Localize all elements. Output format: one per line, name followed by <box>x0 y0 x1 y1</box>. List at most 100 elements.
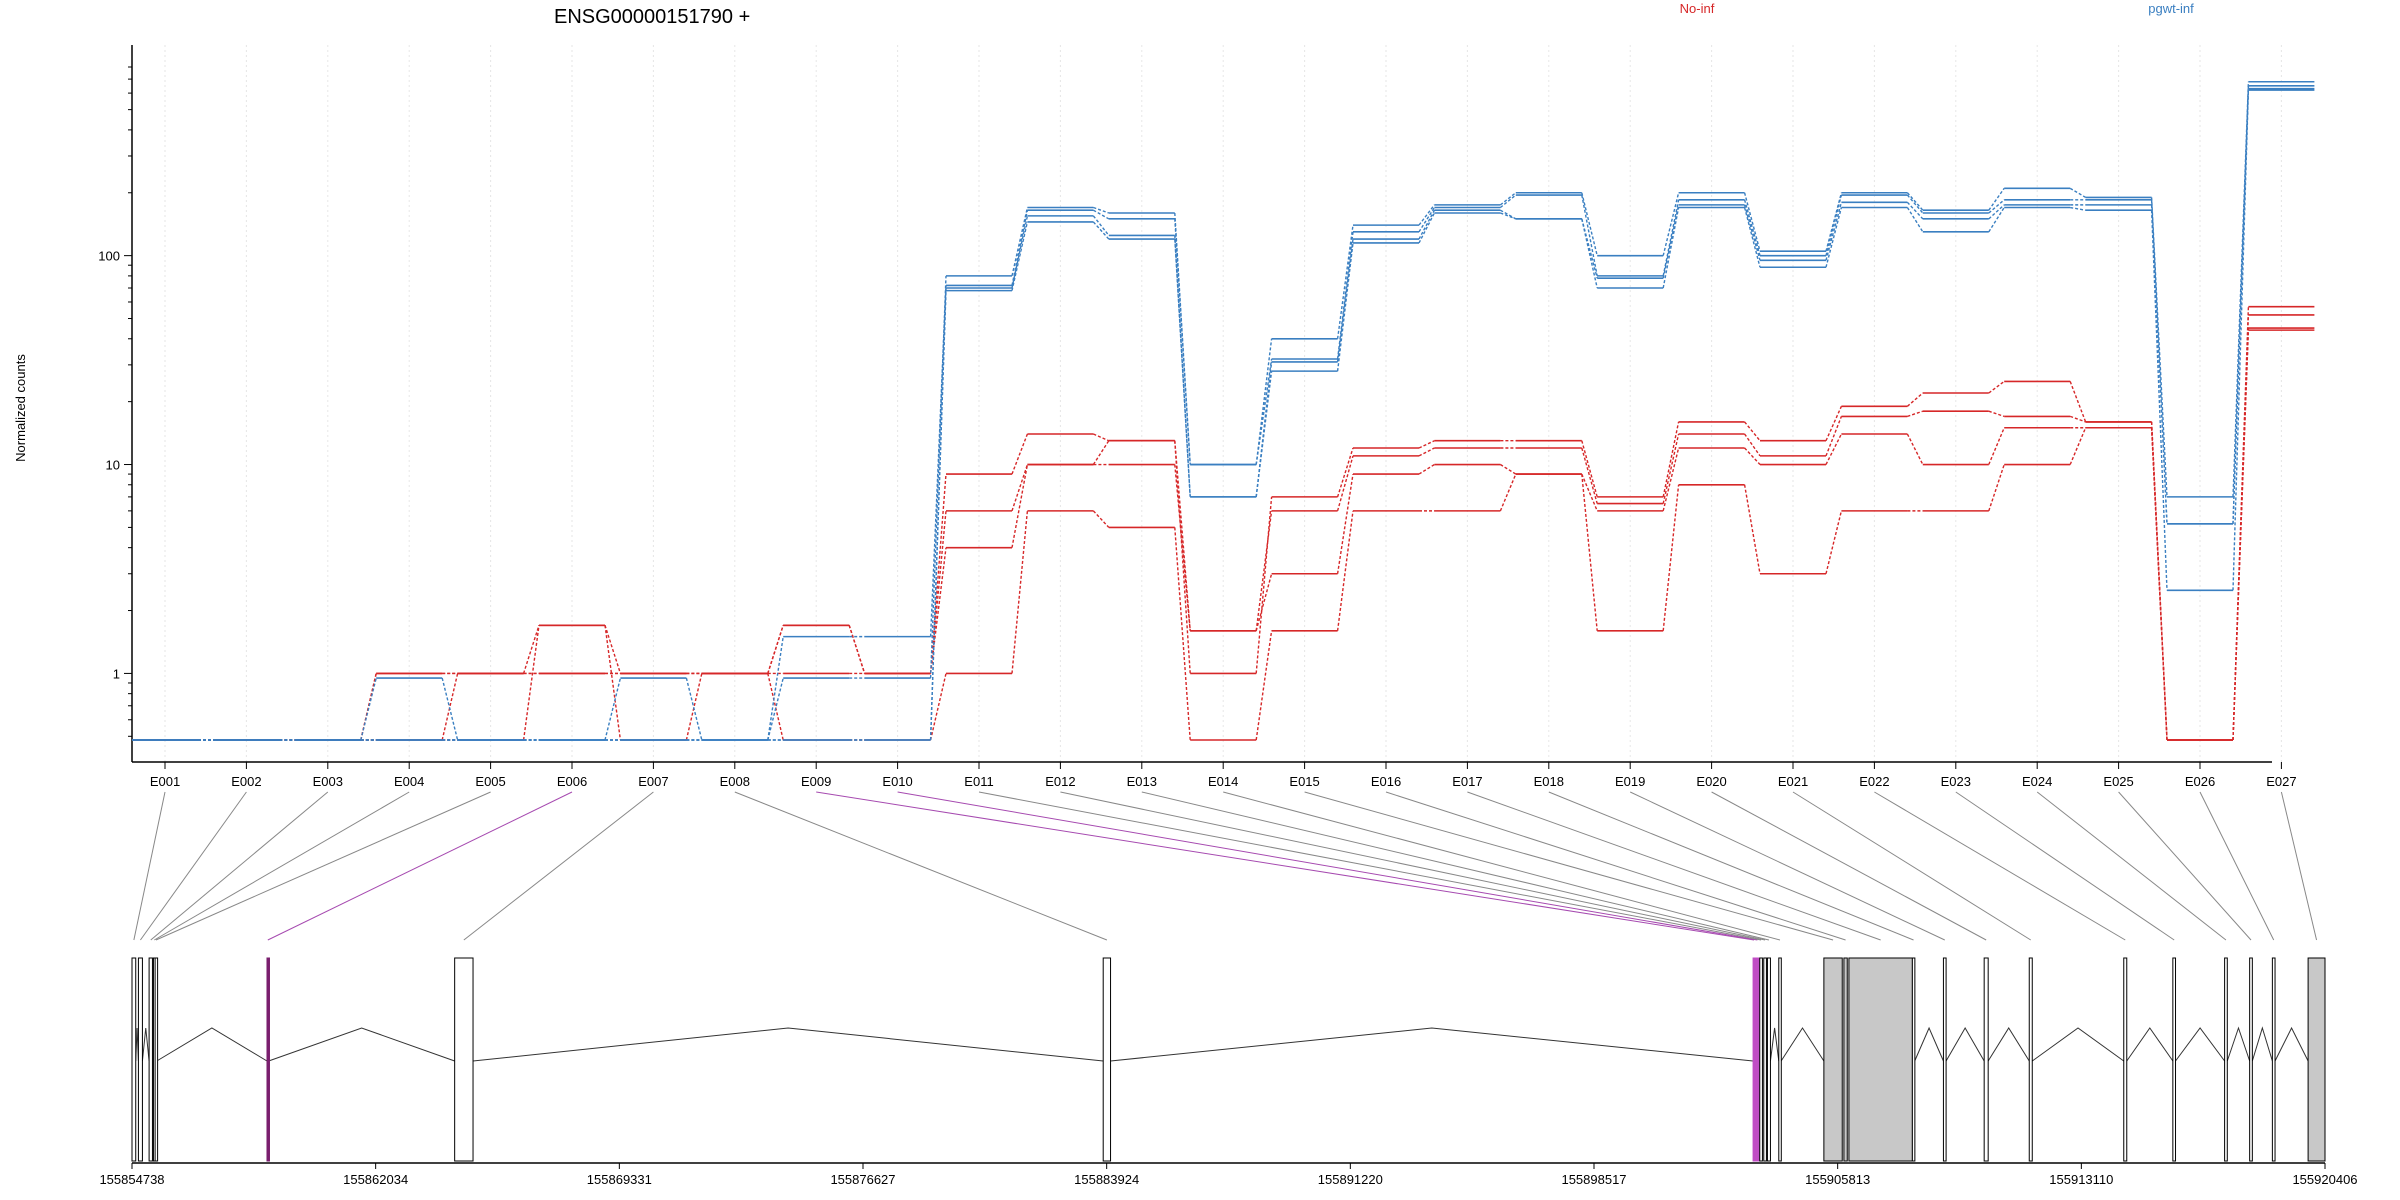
intron <box>1945 1026 1985 1062</box>
data-transition <box>1418 209 1436 240</box>
data-transition <box>1499 194 1517 209</box>
intron <box>1914 1026 1944 1062</box>
series-pgwt-inf-7 <box>132 89 2315 741</box>
x-tick-label: E014 <box>1208 774 1238 789</box>
data-transition <box>685 673 703 741</box>
data-transition <box>1418 447 1435 457</box>
intron <box>2274 1026 2309 1062</box>
data-transition <box>1500 209 1517 220</box>
connector-e020 <box>1711 791 1987 941</box>
intron <box>2251 1026 2273 1062</box>
x-tick-label: E004 <box>394 774 424 789</box>
genomic-tick-label: 155854738 <box>99 1172 164 1187</box>
data-transition <box>1581 473 1598 512</box>
exon-box-e001 <box>131 957 137 1162</box>
data-transition <box>1662 192 1680 256</box>
data-transition <box>1174 464 1191 631</box>
connector-e015 <box>1304 791 1834 941</box>
data-transition <box>1906 433 1924 465</box>
connector-e025 <box>2118 791 2252 941</box>
intron <box>1110 1027 1754 1062</box>
data-transition <box>1906 201 1924 220</box>
data-transition <box>2150 210 2168 591</box>
data-transition <box>1336 510 1354 631</box>
data-transition <box>1988 380 2005 394</box>
connector-e021 <box>1792 791 2032 941</box>
genomic-tick-label: 155876627 <box>830 1172 895 1187</box>
exon-box-e027 <box>2307 957 2326 1162</box>
data-transition <box>1744 433 1761 457</box>
data-transition <box>2232 88 2250 524</box>
data-transition <box>1011 215 1029 289</box>
connector-e027 <box>2280 791 2318 941</box>
data-transition <box>1825 406 1843 442</box>
data-transition <box>767 625 784 674</box>
exon-box-e016 <box>1843 957 1848 1162</box>
y-tick-label: 100 <box>98 249 120 264</box>
connector-e012 <box>1060 791 1766 941</box>
data-transition <box>2069 187 2086 199</box>
chart-title: ENSG00000151790 + <box>554 6 750 28</box>
data-transition <box>1499 192 1517 206</box>
data-transition <box>1336 473 1354 574</box>
data-transition <box>1581 474 1598 631</box>
data-transition <box>2232 81 2250 497</box>
x-tick-label: E022 <box>1859 774 1889 789</box>
data-transition <box>1988 410 2005 418</box>
y-tick-label: 1 <box>113 666 120 681</box>
x-tick-label: E012 <box>1045 774 1075 789</box>
data-transition <box>1418 204 1435 226</box>
exon-box-e010 <box>1755 957 1760 1162</box>
data-transition <box>929 290 947 741</box>
exon-box-e025 <box>2249 957 2253 1162</box>
x-tick-label: E024 <box>2022 774 2052 789</box>
data-transition <box>1988 464 2005 512</box>
data-transition <box>604 625 622 674</box>
genomic-tick-label: 155891220 <box>1318 1172 1383 1187</box>
x-tick-label: E019 <box>1615 774 1645 789</box>
data-transition <box>1092 221 1110 240</box>
data-transition <box>1743 199 1761 256</box>
intron <box>2031 1027 2125 1062</box>
data-transition <box>441 677 459 741</box>
data-transition <box>1743 192 1761 252</box>
exon-box-e007 <box>454 957 474 1162</box>
data-transition <box>685 677 703 741</box>
exon-box-e015 <box>1823 957 1843 1162</box>
intron <box>1987 1027 2030 1062</box>
intron <box>1769 1027 1780 1062</box>
x-tick-label: E020 <box>1696 774 1726 789</box>
connector-e003 <box>150 791 329 941</box>
data-transition <box>604 677 622 741</box>
data-transition <box>2232 330 2250 741</box>
data-transition <box>1988 427 2005 465</box>
x-tick-label: E011 <box>964 774 993 789</box>
data-transition <box>1906 192 1924 211</box>
connector-e011 <box>978 791 1762 941</box>
data-transition <box>1743 484 1761 574</box>
y-tick-label: 10 <box>106 458 120 473</box>
x-tick-label: E005 <box>475 774 505 789</box>
intron <box>2126 1027 2174 1062</box>
data-transition <box>1336 231 1354 360</box>
x-tick-label: E017 <box>1452 774 1482 789</box>
x-tick-label: E018 <box>1534 774 1564 789</box>
data-transition <box>441 673 459 741</box>
connector-e013 <box>1141 791 1770 941</box>
exon-box-e009 <box>1752 957 1757 1162</box>
exon-box-e006 <box>266 957 270 1162</box>
data-transition <box>1825 194 1843 256</box>
data-transition <box>1662 207 1680 289</box>
exon-box-e012 <box>1763 957 1767 1162</box>
connector-e001 <box>133 791 166 941</box>
data-transition <box>1336 225 1354 339</box>
data-transition <box>767 673 784 741</box>
x-tick-label: E003 <box>313 774 343 789</box>
data-transition <box>1011 207 1029 277</box>
connector-e004 <box>154 791 410 941</box>
exon-box-e003 <box>148 957 153 1162</box>
connector-e007 <box>463 791 654 941</box>
data-transition <box>1011 510 1029 674</box>
data-transition <box>2070 206 2086 211</box>
data-transition <box>1418 440 1435 449</box>
